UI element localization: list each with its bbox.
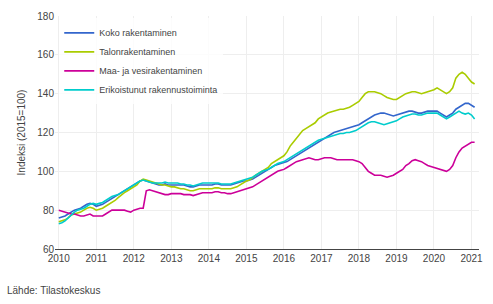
- svg-text:2020: 2020: [423, 253, 446, 264]
- svg-text:2016: 2016: [273, 253, 296, 264]
- svg-text:Erikoistunut rakennustoiminta: Erikoistunut rakennustoiminta: [99, 85, 217, 95]
- svg-text:2011: 2011: [86, 253, 108, 264]
- svg-text:Maa- ja vesirakentaminen: Maa- ja vesirakentaminen: [99, 66, 202, 76]
- svg-text:2017: 2017: [310, 253, 333, 264]
- svg-text:2010: 2010: [48, 253, 71, 264]
- svg-text:2021: 2021: [460, 253, 483, 264]
- svg-text:Lähde: Tilastokeskus: Lähde: Tilastokeskus: [7, 285, 100, 296]
- svg-text:100: 100: [37, 166, 54, 177]
- svg-text:120: 120: [37, 127, 54, 138]
- svg-text:160: 160: [37, 49, 54, 60]
- svg-text:2015: 2015: [235, 253, 258, 264]
- svg-text:60: 60: [43, 244, 55, 255]
- svg-text:80: 80: [43, 205, 55, 216]
- svg-text:2018: 2018: [348, 253, 371, 264]
- svg-text:Talonrakentaminen: Talonrakentaminen: [99, 47, 175, 57]
- svg-text:2019: 2019: [385, 253, 408, 264]
- svg-text:2012: 2012: [123, 253, 146, 264]
- svg-text:180: 180: [37, 11, 54, 22]
- svg-text:2013: 2013: [160, 253, 183, 264]
- svg-text:140: 140: [37, 88, 54, 99]
- svg-text:Koko rakentaminen: Koko rakentaminen: [99, 28, 177, 38]
- svg-text:2014: 2014: [198, 253, 221, 264]
- svg-text:Indeksi (2015=100): Indeksi (2015=100): [16, 90, 27, 176]
